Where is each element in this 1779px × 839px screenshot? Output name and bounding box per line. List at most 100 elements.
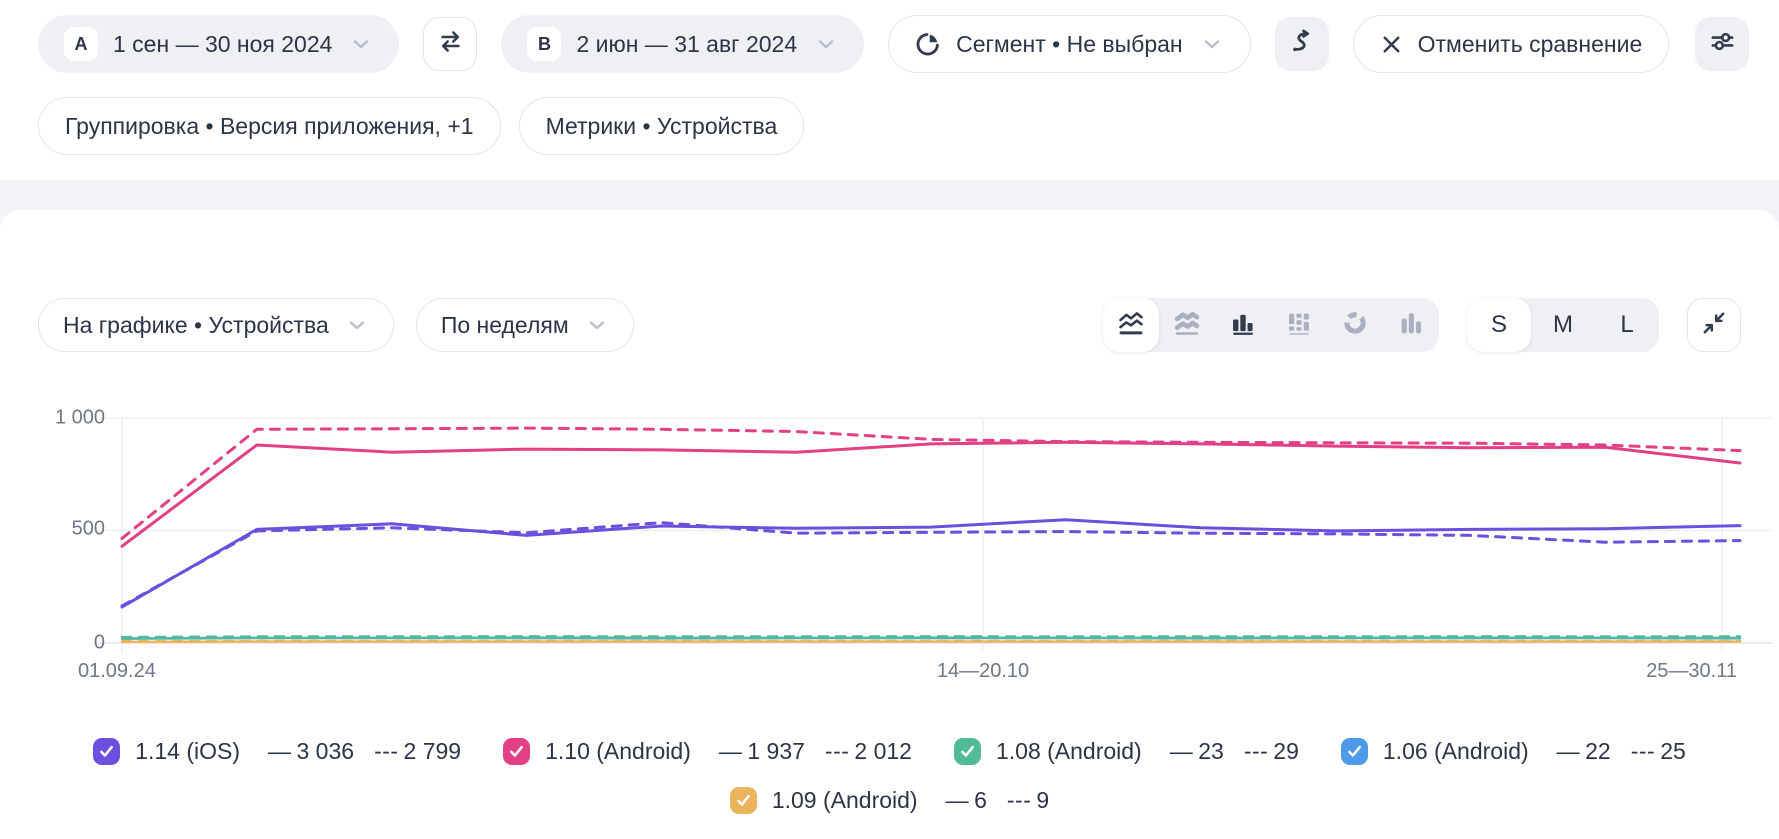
comparison-line-chart[interactable]: 1 000 500 0 01.09.24 14—20.10 25—30.11 (0, 352, 1779, 682)
segment-flow-button[interactable] (1274, 17, 1329, 71)
series-a-value: 1 937 (747, 738, 805, 764)
period-b-badge: B (527, 27, 562, 61)
series-b-value: 2 799 (403, 738, 462, 764)
cancel-comparison-button[interactable]: Отменить сравнение (1352, 15, 1670, 73)
chart-legend: 1.14 (iOS) — 3 036 --- 2 799 1.10 (Andro… (38, 738, 1741, 814)
chevron-down-icon (585, 313, 609, 337)
chart-controls: На графике • Устройства По неделям (38, 298, 1741, 352)
legend-series-name: 1.14 (iOS) (135, 738, 240, 764)
series-b-value: 9 (1036, 787, 1050, 813)
pie-chart-icon (915, 31, 941, 57)
series-a-value: 22 (1585, 738, 1611, 764)
metrics-selector[interactable]: Метрики • Устройства (518, 97, 805, 155)
legend-series-name: 1.08 (Android) (995, 738, 1142, 764)
swap-periods-button[interactable] (423, 17, 478, 71)
dashed-line-marker: --- (824, 738, 850, 764)
report-settings-button[interactable] (1695, 17, 1750, 71)
series-b-value: 29 (1273, 738, 1299, 764)
cancel-comparison-label: Отменить сравнение (1417, 30, 1643, 57)
series-a-value: 23 (1198, 738, 1224, 764)
size-l-label: L (1620, 311, 1634, 338)
series-b-value: 25 (1660, 738, 1686, 764)
on-chart-metric-selector[interactable]: На графике • Устройства (38, 298, 394, 352)
chart-type-line[interactable] (1103, 298, 1159, 352)
donut-chart-icon (1341, 309, 1369, 342)
close-icon (1380, 33, 1403, 56)
filters-toolbar: A 1 сен — 30 ноя 2024 B 2 июн — 31 авг 2… (0, 0, 1779, 180)
size-m-label: M (1553, 311, 1573, 338)
chart-size-s[interactable]: S (1467, 298, 1531, 352)
size-s-label: S (1490, 311, 1507, 338)
chevron-down-icon (345, 313, 369, 337)
series-b-value: 2 012 (854, 738, 912, 764)
legend-series-name: 1.06 (Android) (1382, 738, 1529, 764)
chart-size-switcher: S M L (1467, 298, 1659, 352)
solid-line-marker: — (1169, 738, 1194, 764)
chart-type-bars[interactable] (1215, 298, 1271, 352)
chart-size-l[interactable]: L (1595, 298, 1659, 352)
series-a-value: 6 (974, 787, 987, 813)
segment-flow-icon (1288, 28, 1315, 60)
x-axis-label-end: 25—30.11 (1646, 660, 1737, 682)
legend-checkbox[interactable] (729, 787, 757, 814)
legend-item[interactable]: 1.06 (Android) — 22 --- 25 (1340, 738, 1686, 765)
chart-type-donut[interactable] (1327, 298, 1383, 352)
granularity-label: По неделям (440, 311, 569, 338)
y-axis-tick-1000: 1 000 (54, 406, 105, 429)
period-a-label: 1 сен — 30 ноя 2024 (113, 30, 333, 57)
x-axis-label-middle: 14—20.10 (936, 660, 1030, 682)
chart-canvas[interactable] (0, 352, 1779, 682)
chevron-down-icon (814, 32, 838, 56)
legend-item[interactable]: 1.10 (Android) — 1 937 --- 2 012 (503, 738, 912, 765)
dashed-line-marker: --- (374, 738, 399, 764)
chevron-down-icon (349, 32, 373, 56)
stacked-bar-chart-icon (1285, 309, 1313, 342)
grouping-label: Группировка • Версия приложения, +1 (65, 112, 474, 139)
legend-item[interactable]: 1.14 (iOS) — 3 036 --- 2 799 (93, 738, 461, 765)
legend-item[interactable]: 1.08 (Android) — 23 --- 29 (953, 738, 1299, 765)
bar-chart-icon (1229, 309, 1257, 342)
series-a-value: 3 036 (296, 738, 355, 764)
histogram-icon (1397, 309, 1425, 342)
solid-line-marker: — (268, 738, 292, 764)
swap-arrows-icon (437, 28, 464, 60)
report-section-background: На графике • Устройства По неделям (0, 180, 1779, 814)
sliders-icon (1709, 28, 1736, 60)
solid-line-marker: — (1556, 738, 1581, 764)
line-chart-icon (1117, 309, 1145, 342)
legend-checkbox[interactable] (953, 738, 981, 765)
collapse-chart-button[interactable] (1687, 298, 1741, 352)
legend-item[interactable]: 1.09 (Android) — 6 --- 9 (729, 787, 1050, 814)
legend-series-name: 1.09 (Android) (771, 787, 918, 813)
metrics-label: Метрики • Устройства (545, 112, 778, 139)
chart-card: На графике • Устройства По неделям (0, 210, 1779, 814)
legend-checkbox[interactable] (93, 738, 121, 765)
period-b-selector[interactable]: B 2 июн — 31 авг 2024 (501, 15, 865, 73)
chart-type-stacked-area[interactable] (1159, 298, 1215, 352)
chart-type-stacked-bars[interactable] (1271, 298, 1327, 352)
period-a-badge: A (64, 27, 98, 61)
on-chart-metric-label: На графике • Устройства (63, 311, 329, 338)
y-axis-tick-500: 500 (71, 517, 105, 540)
stacked-area-icon (1173, 309, 1201, 342)
dashed-line-marker: --- (1243, 738, 1269, 764)
legend-checkbox[interactable] (1340, 738, 1368, 765)
solid-line-marker: — (945, 787, 970, 813)
collapse-icon (1701, 310, 1727, 341)
legend-checkbox[interactable] (503, 738, 531, 765)
dashed-line-marker: --- (1630, 738, 1656, 764)
x-axis-label-start: 01.09.24 (78, 660, 156, 682)
y-axis-tick-0: 0 (93, 631, 105, 654)
segment-label: Сегмент • Не выбран (956, 30, 1183, 57)
granularity-selector[interactable]: По неделям (415, 298, 634, 352)
period-a-selector[interactable]: A 1 сен — 30 ноя 2024 (38, 15, 400, 73)
chevron-down-icon (1200, 32, 1224, 56)
segment-selector[interactable]: Сегмент • Не выбран (888, 15, 1251, 73)
chart-size-m[interactable]: M (1531, 298, 1595, 352)
grouping-selector[interactable]: Группировка • Версия приложения, +1 (38, 97, 501, 155)
solid-line-marker: — (718, 738, 743, 764)
chart-type-switcher (1103, 298, 1439, 352)
dashed-line-marker: --- (1006, 787, 1032, 813)
chart-type-histogram[interactable] (1383, 298, 1439, 352)
period-b-label: 2 июн — 31 авг 2024 (576, 30, 798, 57)
